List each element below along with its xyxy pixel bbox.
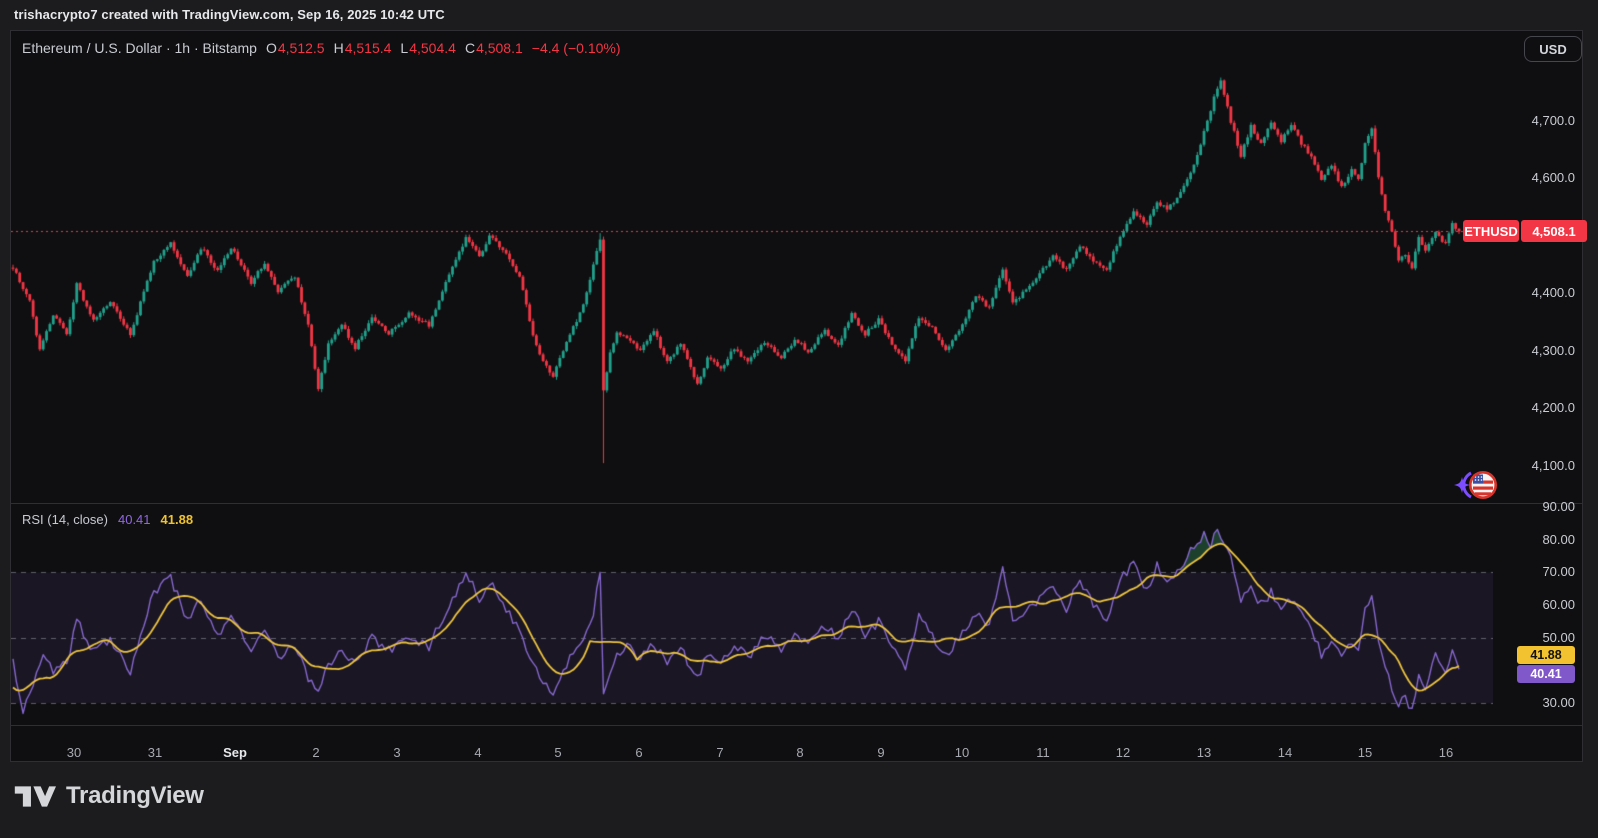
- purple-arc: [1462, 471, 1472, 499]
- last-price-badge: 4,508.1: [1521, 220, 1587, 242]
- time-label: 3: [393, 745, 401, 760]
- symbol-title[interactable]: Ethereum / U.S. Dollar · 1h · Bitstamp: [22, 40, 257, 56]
- rsi-title-label: RSI (14, close): [22, 512, 108, 527]
- time-label: 16: [1438, 745, 1454, 760]
- time-label: Sep: [223, 745, 247, 760]
- rsi-axis-label: 50.00: [1542, 630, 1575, 645]
- time-label: 2: [312, 745, 320, 760]
- price-axis-label: 4,200.0: [1531, 400, 1575, 415]
- rsi-axis-label: 90.00: [1542, 499, 1575, 514]
- price-axis-label: 4,600.0: [1531, 170, 1575, 185]
- price-axis-label: 4,300.0: [1531, 343, 1575, 358]
- rsi-axis-label: 70.00: [1542, 564, 1575, 579]
- symbol-price-label: ETHUSD: [1463, 220, 1519, 242]
- tradingview-mark-icon: [14, 785, 56, 807]
- rsi-ma-value: 41.88: [160, 512, 194, 527]
- currency-toggle-button[interactable]: USD: [1524, 36, 1582, 62]
- time-axis-border: [11, 725, 1582, 726]
- time-label: 30: [66, 745, 82, 760]
- time-label: 9: [877, 745, 885, 760]
- ohlc-open: O 4,512.5: [265, 40, 325, 56]
- time-label: 12: [1115, 745, 1131, 760]
- pane-divider[interactable]: [11, 503, 1582, 504]
- time-label: 14: [1277, 745, 1293, 760]
- change-value: −4.4 (−0.10%): [531, 40, 621, 56]
- time-label: 15: [1357, 745, 1373, 760]
- footer-bar: TradingView: [0, 762, 1598, 838]
- rsi-value: 40.41: [117, 512, 151, 527]
- chart-frame: Ethereum / U.S. Dollar · 1h · Bitstamp O…: [10, 30, 1587, 762]
- rsi-pane-canvas[interactable]: [11, 504, 1493, 725]
- time-label: 31: [147, 745, 163, 760]
- rsi-value-badge: 40.41: [1517, 665, 1575, 683]
- price-axis-label: 4,100.0: [1531, 458, 1575, 473]
- price-pane-canvas[interactable]: [11, 31, 1493, 503]
- symbol-header: Ethereum / U.S. Dollar · 1h · Bitstamp O…: [22, 40, 621, 56]
- time-label: 11: [1036, 745, 1050, 760]
- rsi-axis-label: 80.00: [1542, 532, 1575, 547]
- tradingview-logo-text: TradingView: [66, 782, 204, 809]
- time-label: 8: [796, 745, 804, 760]
- rsi-ma-badge: 41.88: [1517, 646, 1575, 664]
- ohlc-high: H 4,515.4: [333, 40, 392, 56]
- price-axis-label: 4,700.0: [1531, 113, 1575, 128]
- sparkle-icon: [1454, 477, 1470, 493]
- rsi-axis-label: 60.00: [1542, 597, 1575, 612]
- time-label: 5: [554, 745, 562, 760]
- tradingview-logo[interactable]: TradingView: [14, 782, 204, 810]
- ohlc-close: C 4,508.1: [464, 40, 523, 56]
- time-label: 4: [474, 745, 482, 760]
- us-flag-event-icon[interactable]: [1449, 465, 1499, 503]
- time-label: 13: [1196, 745, 1212, 760]
- attribution-text: trishacrypto7 created with TradingView.c…: [14, 7, 445, 22]
- time-label: 10: [954, 745, 970, 760]
- time-label: 6: [635, 745, 643, 760]
- price-axis-label: 4,400.0: [1531, 285, 1575, 300]
- rsi-axis-label: 30.00: [1542, 695, 1575, 710]
- ohlc-low: L 4,504.4: [400, 40, 456, 56]
- rsi-indicator-title[interactable]: RSI (14, close) 40.41 41.88: [22, 512, 193, 527]
- time-label: 7: [716, 745, 724, 760]
